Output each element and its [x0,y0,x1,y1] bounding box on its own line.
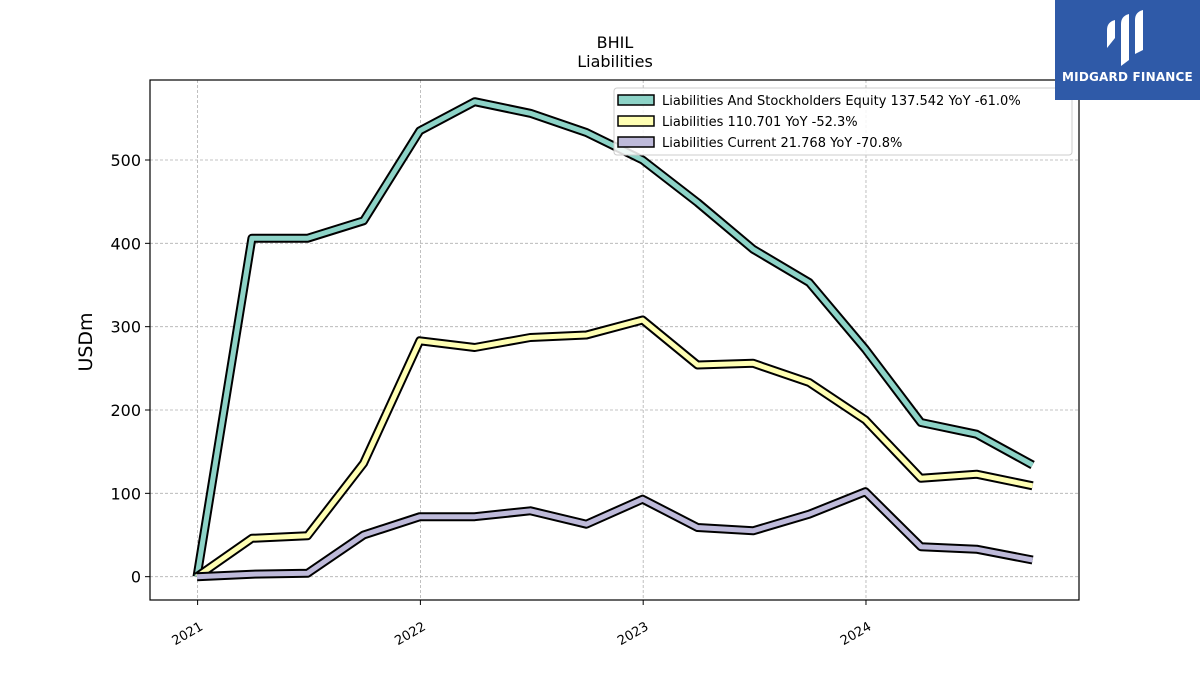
grid [150,80,1079,600]
x-tick-label: 2024 [838,619,874,649]
legend-box [613,87,1073,156]
x-tick-label: 2023 [615,619,651,649]
series-line-0 [194,99,1034,578]
chart-title: BHIL [597,33,634,52]
plot-frame [149,79,1080,601]
brand-logo: MIDGARD FINANCE [1055,0,1200,100]
x-axis-ticks: 2021 2022 2023 2024 [170,600,874,649]
x-tick-label: 2022 [392,619,428,649]
legend-swatch [617,136,655,148]
x-tick-label: 2021 [170,619,206,649]
series-line-2 [196,489,1034,580]
series-layer [192,97,1035,582]
logo-mark-icon [1107,10,1143,66]
y-tick-label: 200 [110,401,141,420]
series-outline-0 [192,97,1035,578]
y-tick-label: 300 [110,318,141,337]
y-tick-label: 100 [110,484,141,503]
logo-text: MIDGARD FINANCE [1062,70,1193,84]
legend-swatch [617,115,655,127]
chart-subtitle: Liabilities [577,52,653,71]
y-tick-label: 400 [110,234,141,253]
legend-label: Liabilities 110.701 YoY -52.3% [662,115,858,130]
y-axis-ticks: 0 100 200 300 400 500 [110,151,150,587]
legend-label: Liabilities And Stockholders Equity 137.… [662,94,1021,109]
series-line-1 [195,317,1034,579]
y-tick-label: 0 [131,568,141,587]
y-axis-label: USDm [75,312,97,371]
legend-swatch [617,94,655,106]
y-tick-label: 500 [110,151,141,170]
legend: Liabilities And Stockholders Equity 137.… [613,87,1073,156]
legend-label: Liabilities Current 21.768 YoY -70.8% [662,136,902,151]
